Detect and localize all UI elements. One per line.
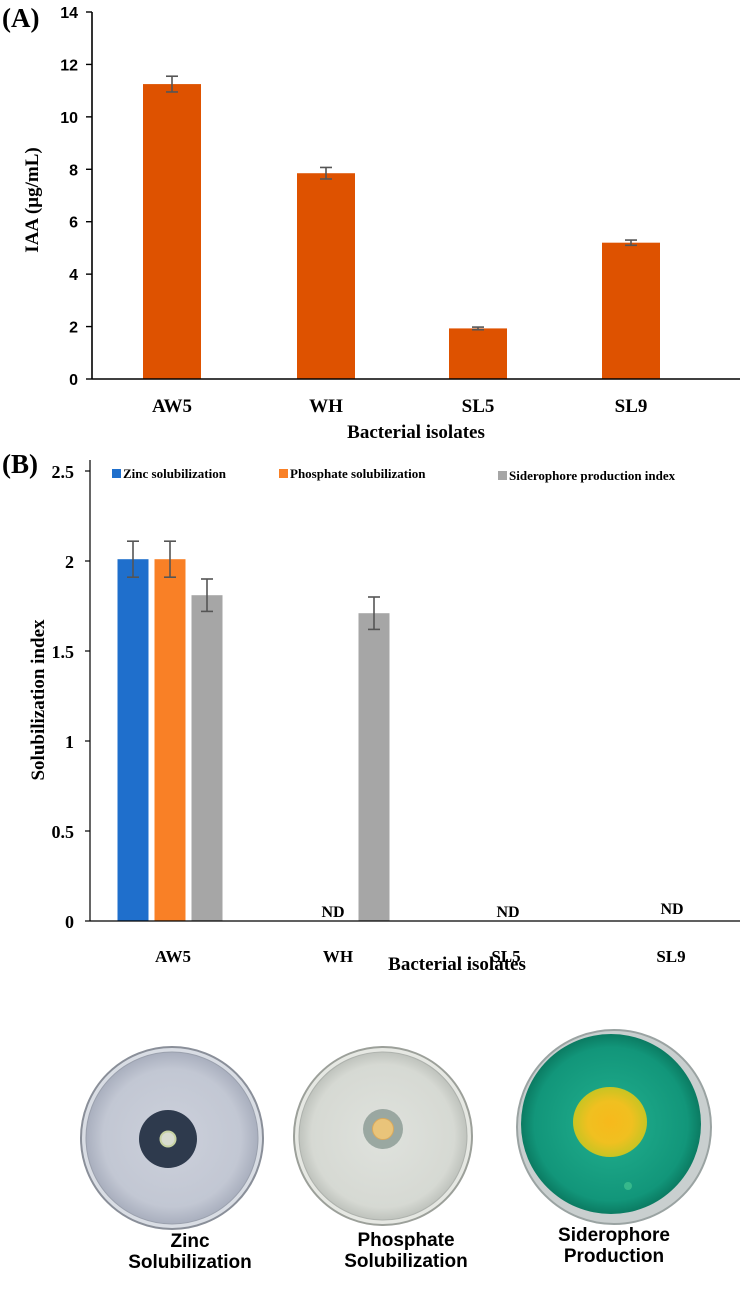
solub-y-tick-label: 2 <box>65 552 74 572</box>
nd-label-wh: ND <box>321 904 344 921</box>
iaa-category-label-sl9: SL9 <box>615 396 648 417</box>
solub-y-tick-label: 1 <box>65 732 74 752</box>
zinc-caption-line2: Solubilization <box>128 1252 252 1273</box>
zinc-caption: Zinc Solubilization <box>90 1231 290 1273</box>
iaa-y-tick-label: 12 <box>60 57 78 74</box>
solub-y-axis-title: Solubilization index <box>28 619 49 781</box>
iaa-category-label-wh: WH <box>309 396 343 417</box>
legend-swatch-zinc <box>112 469 121 478</box>
iaa-y-tick-label: 2 <box>69 320 78 337</box>
iaa-y-tick-label: 6 <box>69 215 78 232</box>
solub-category-label-sl9: SL9 <box>656 947 685 966</box>
legend-swatch-siderophore <box>498 471 507 480</box>
iaa-y-tick-label: 10 <box>60 110 78 127</box>
nd-label-sl5: ND <box>496 904 519 921</box>
siderophore-caption: Siderophore Production <box>514 1225 714 1267</box>
iaa-y-tick-label: 4 <box>69 267 78 284</box>
panel-a-label: (A) <box>2 3 39 33</box>
legend-label-zinc: Zinc solubilization <box>123 466 227 481</box>
solub-category-label-wh: WH <box>323 947 353 966</box>
solub-x-axis-title: Bacterial isolates <box>388 954 526 975</box>
iaa-chart: (A) 0 2 4 6 8 10 12 14 AW5 WH SL5 SL9 Bacterial is… <box>2 3 740 443</box>
siderophore-caption-line1: Siderophore <box>558 1225 670 1246</box>
iaa-y-tick-label: 0 <box>69 372 78 389</box>
iaa-bar-aw5 <box>143 84 201 379</box>
phosphate-caption-line2: Solubilization <box>344 1251 468 1272</box>
zinc-plate-photo <box>80 1046 264 1230</box>
iaa-bar-wh <box>297 173 355 379</box>
legend-swatch-phosphate <box>279 469 288 478</box>
panel-b-label: (B) <box>2 449 38 479</box>
legend-label-phosphate: Phosphate solubilization <box>290 466 426 481</box>
phosphate-caption: Phosphate Solubilization <box>306 1230 506 1272</box>
legend-label-siderophore: Siderophore production index <box>509 468 676 483</box>
solub-bar-wh-siderophore-production-index <box>358 613 390 921</box>
iaa-bar-sl5 <box>449 328 507 379</box>
iaa-category-label-aw5: AW5 <box>152 396 192 417</box>
phosphate-plate-photo <box>293 1046 473 1226</box>
solub-bar-aw5-phosphate-solubilization <box>154 559 186 921</box>
iaa-y-tick-label: 14 <box>60 5 78 22</box>
solub-y-tick-label: 0 <box>65 912 74 932</box>
siderophore-plate-photo <box>516 1029 712 1225</box>
nd-label-sl9: ND <box>660 901 683 918</box>
iaa-category-label-sl5: SL5 <box>462 396 495 417</box>
iaa-y-axis-title: IAA (µg/mL) <box>22 147 43 252</box>
solub-y-tick-label: 2.5 <box>52 462 75 482</box>
phosphate-caption-line1: Phosphate <box>357 1230 455 1251</box>
iaa-y-tick-label: 8 <box>69 162 78 179</box>
zinc-caption-line1: Zinc <box>170 1231 210 1252</box>
solub-bar-aw5-zinc-solubilization <box>117 559 149 921</box>
solub-y-tick-label: 1.5 <box>52 642 75 662</box>
solub-category-label-aw5: AW5 <box>155 947 191 966</box>
solub-bar-aw5-siderophore-production-index <box>191 595 223 921</box>
legend: Zinc solubilization Phosphate solubiliza… <box>112 466 676 483</box>
solub-category-label-sl5: SL5 <box>491 947 520 966</box>
iaa-bar-sl9 <box>602 242 660 379</box>
solubilization-chart: (B) Zinc solubilization Phosphate solubi… <box>2 449 740 975</box>
siderophore-caption-line2: Production <box>563 1246 665 1267</box>
solub-y-tick-label: 0.5 <box>52 822 75 842</box>
iaa-x-axis-title: Bacterial isolates <box>347 422 485 443</box>
